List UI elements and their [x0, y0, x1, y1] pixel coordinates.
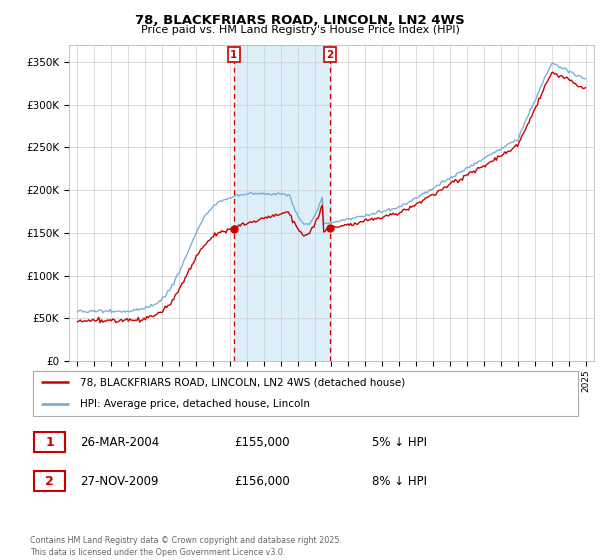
Text: 2: 2: [45, 475, 54, 488]
Text: Contains HM Land Registry data © Crown copyright and database right 2025.
This d: Contains HM Land Registry data © Crown c…: [30, 536, 342, 557]
Text: 1: 1: [230, 49, 238, 59]
FancyBboxPatch shape: [33, 371, 578, 416]
FancyBboxPatch shape: [34, 471, 65, 491]
Text: 8% ↓ HPI: 8% ↓ HPI: [372, 475, 427, 488]
Text: 78, BLACKFRIARS ROAD, LINCOLN, LN2 4WS (detached house): 78, BLACKFRIARS ROAD, LINCOLN, LN2 4WS (…: [80, 377, 405, 388]
Text: Price paid vs. HM Land Registry's House Price Index (HPI): Price paid vs. HM Land Registry's House …: [140, 25, 460, 35]
FancyBboxPatch shape: [34, 432, 65, 452]
Text: 27-NOV-2009: 27-NOV-2009: [80, 475, 158, 488]
Text: £155,000: £155,000: [234, 436, 290, 449]
Text: 26-MAR-2004: 26-MAR-2004: [80, 436, 159, 449]
Text: 1: 1: [45, 436, 54, 449]
Text: 5% ↓ HPI: 5% ↓ HPI: [372, 436, 427, 449]
Text: £156,000: £156,000: [234, 475, 290, 488]
Text: 2: 2: [326, 49, 334, 59]
Bar: [234, 45, 330, 361]
Text: HPI: Average price, detached house, Lincoln: HPI: Average price, detached house, Linc…: [80, 399, 310, 409]
Text: 78, BLACKFRIARS ROAD, LINCOLN, LN2 4WS: 78, BLACKFRIARS ROAD, LINCOLN, LN2 4WS: [135, 14, 465, 27]
